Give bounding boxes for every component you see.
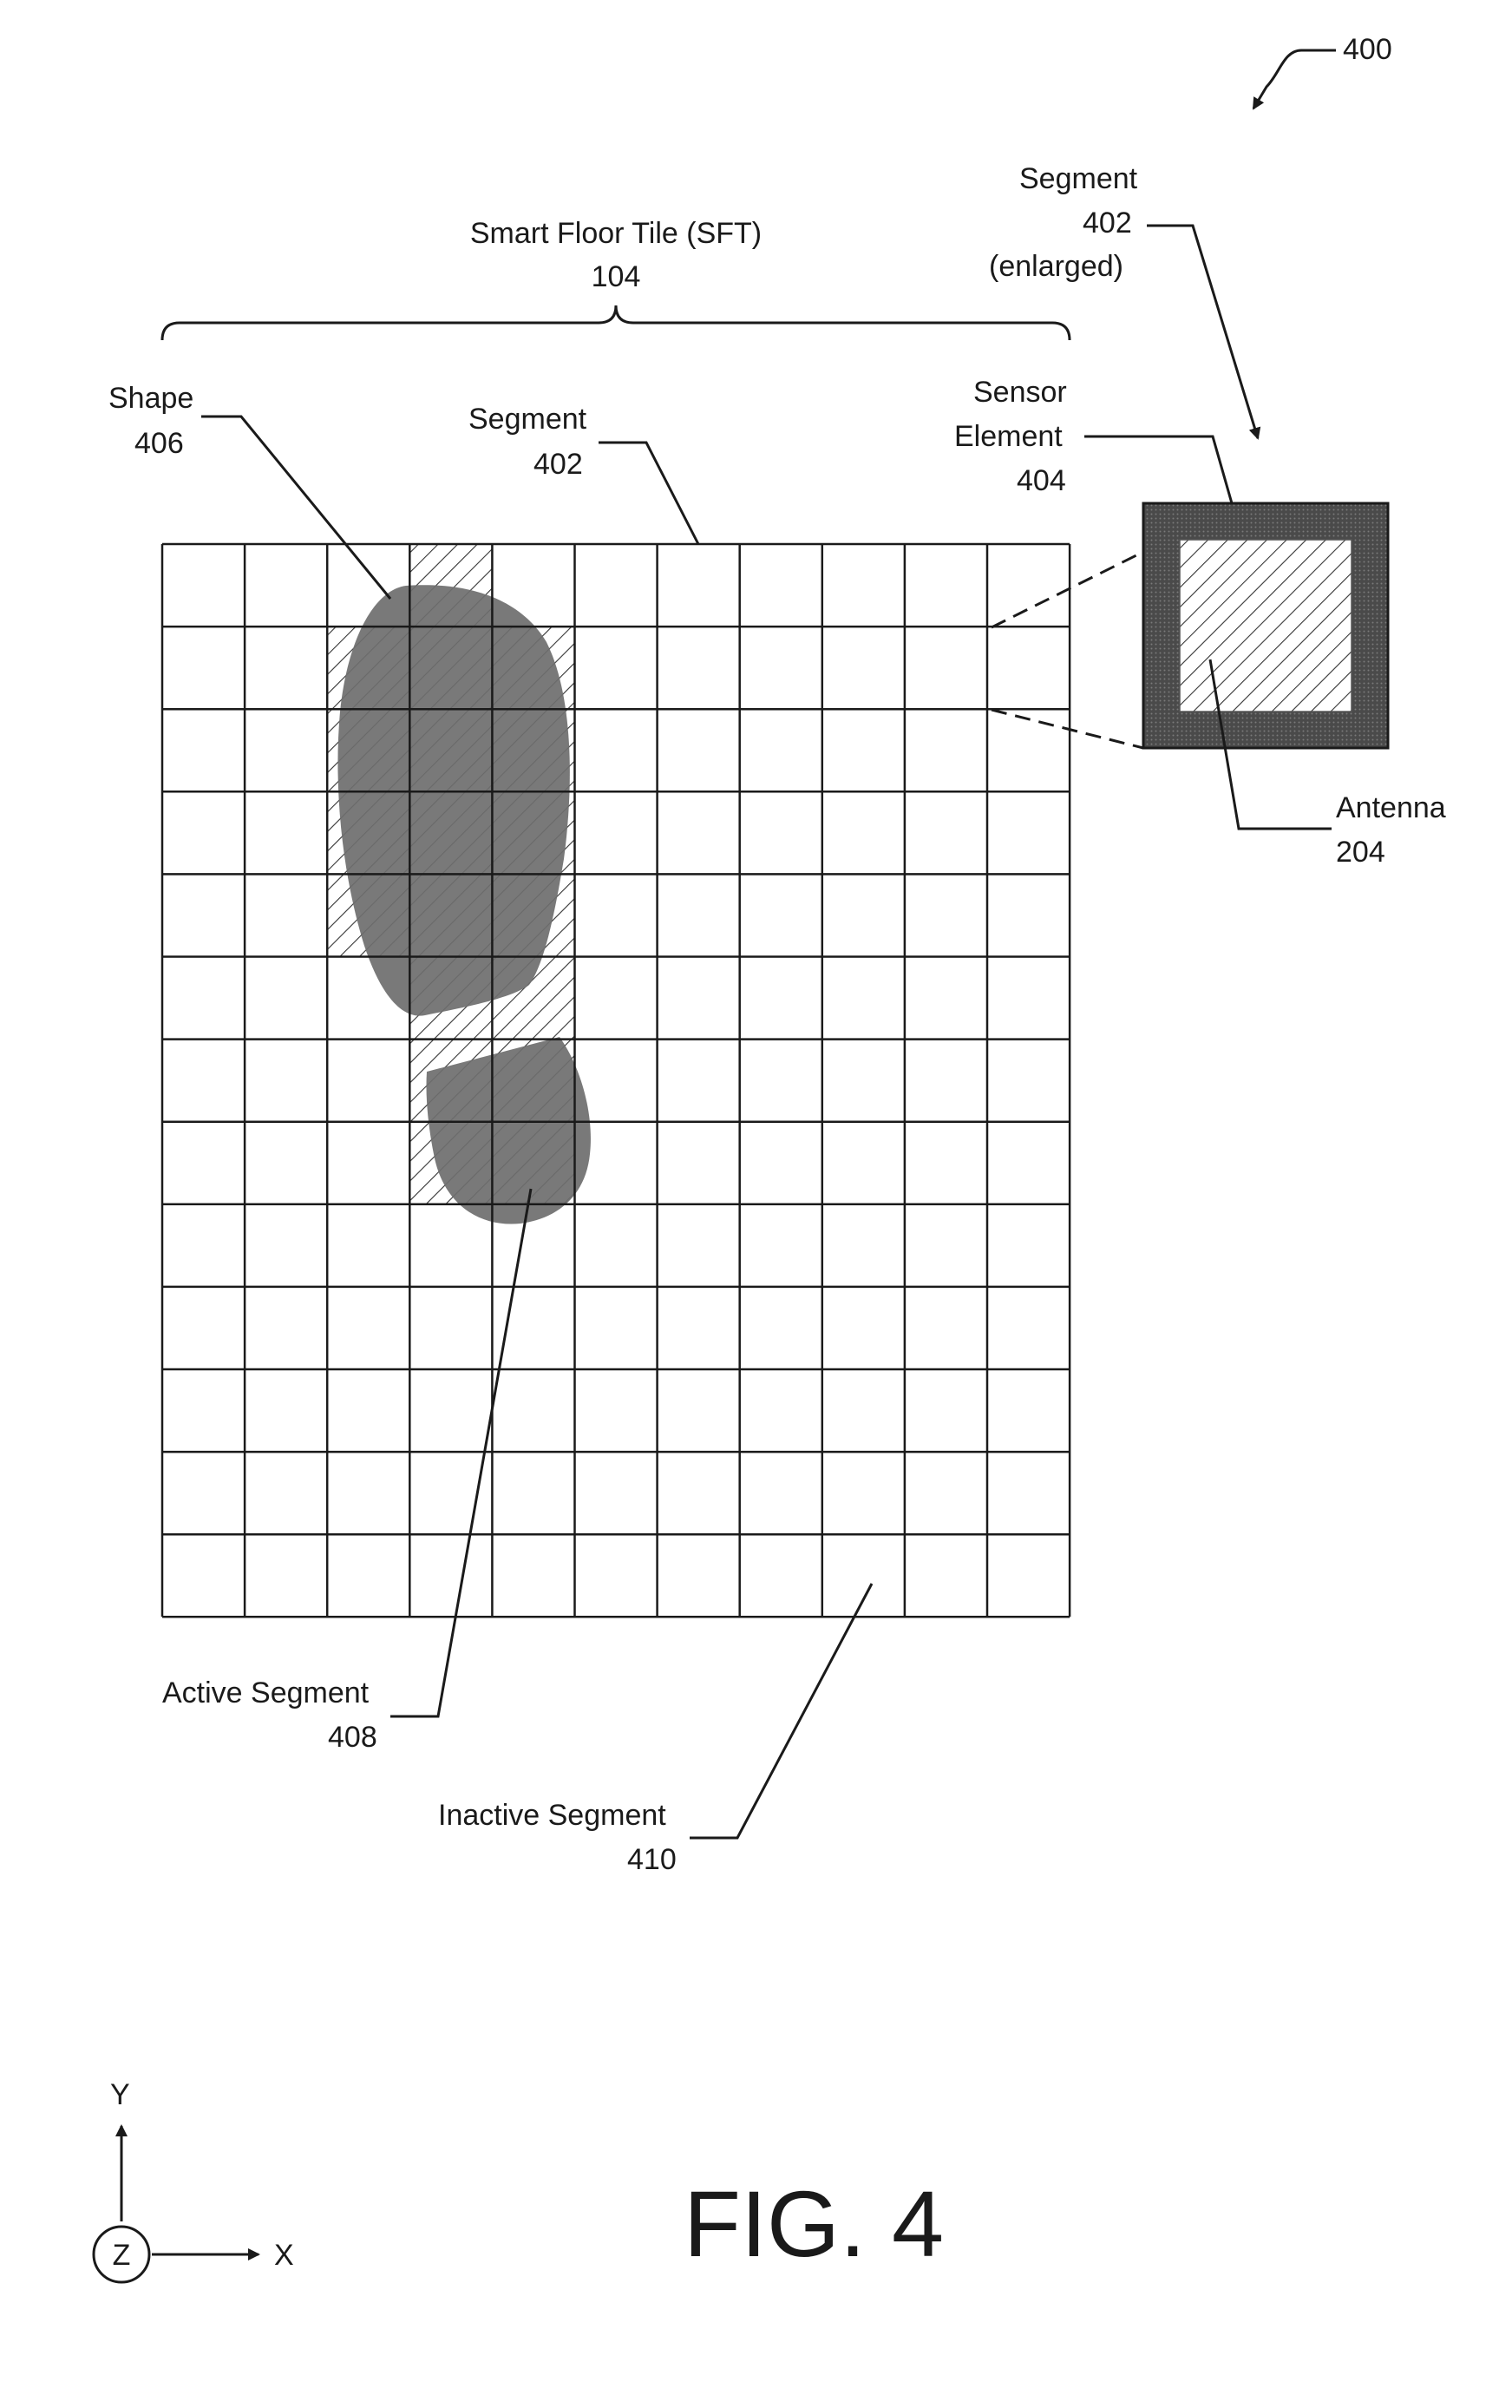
x-axis-label: X xyxy=(274,2239,294,2272)
shape-ref: 406 xyxy=(134,427,184,460)
segment-label: Segment xyxy=(468,403,587,436)
enlarged-segment xyxy=(1143,503,1388,748)
z-axis-label: Z xyxy=(113,2239,131,2272)
zoom-lines xyxy=(992,552,1143,748)
antenna-ref: 204 xyxy=(1336,836,1385,869)
inactive-segment-leader xyxy=(690,1584,872,1838)
active-segment-callout: Active Segment 408 xyxy=(162,1189,531,1754)
inactive-segment-ref: 410 xyxy=(627,1843,677,1876)
footprint-shape xyxy=(337,585,591,1224)
antenna-hatch xyxy=(1180,540,1352,712)
shape-label: Shape xyxy=(108,382,193,415)
footprint-sole xyxy=(337,585,569,1015)
tile-brace xyxy=(162,305,1070,340)
segment-callout: Segment 402 xyxy=(468,403,698,544)
coordinate-axes: Y Z X xyxy=(94,2078,294,2282)
sensor-element-line2: Element xyxy=(954,420,1063,453)
smart-floor-tile-grid xyxy=(162,544,1070,1617)
figure-number-callout: 400 xyxy=(1253,33,1392,108)
inactive-segment-callout: Inactive Segment 410 xyxy=(438,1584,872,1876)
segment-ref: 402 xyxy=(533,448,583,481)
tile-label: Smart Floor Tile (SFT) xyxy=(470,217,762,250)
segment-leader xyxy=(599,443,698,544)
figure-title: FIG. 4 xyxy=(684,2171,944,2276)
segment-enlarged-arrow xyxy=(1147,226,1258,438)
active-segment-label: Active Segment xyxy=(162,1676,370,1709)
grid-lines-layer xyxy=(162,544,1070,1617)
tile-brace-callout: Smart Floor Tile (SFT) 104 xyxy=(162,217,1070,340)
segment-enlarged-label: Segment xyxy=(1019,162,1138,195)
segment-enlarged-ref: 402 xyxy=(1083,207,1132,239)
figure-number: 400 xyxy=(1343,33,1392,66)
sensor-element-line1: Sensor xyxy=(973,376,1067,409)
inactive-segment-label: Inactive Segment xyxy=(438,1799,666,1832)
shape-leader xyxy=(201,417,390,599)
sensor-element-ref: 404 xyxy=(1017,464,1066,497)
sensor-element-callout: Sensor Element 404 xyxy=(954,376,1232,503)
tile-ref: 104 xyxy=(592,260,641,293)
active-segment-ref: 408 xyxy=(328,1721,377,1754)
y-axis-label: Y xyxy=(110,2078,130,2111)
segment-enlarged-note: (enlarged) xyxy=(989,250,1123,283)
sensor-element-leader xyxy=(1084,436,1232,503)
shape-callout: Shape 406 xyxy=(108,382,390,599)
antenna-label: Antenna xyxy=(1336,791,1446,824)
